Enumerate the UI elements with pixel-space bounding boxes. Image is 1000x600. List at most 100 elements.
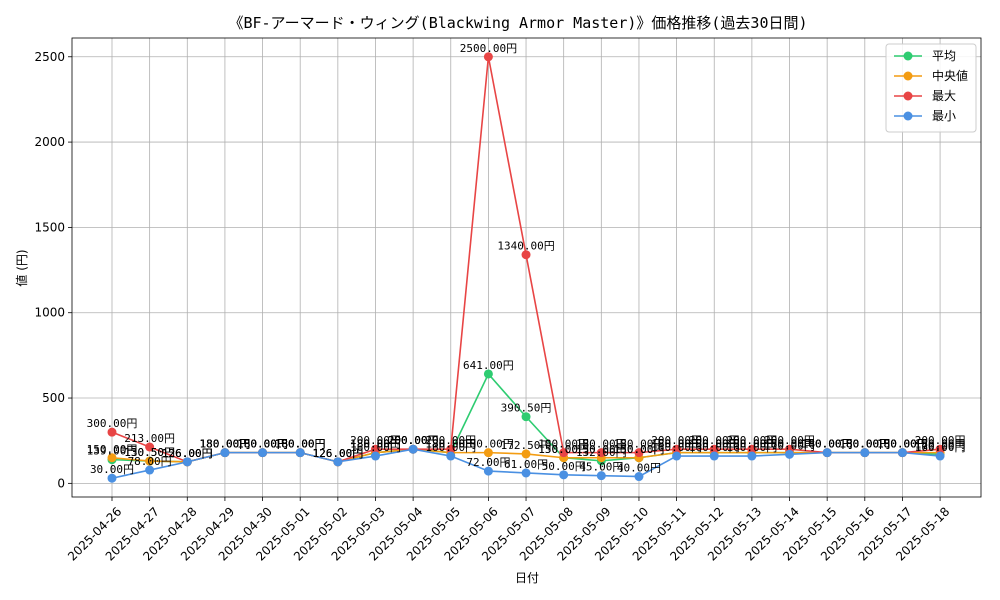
series-3-point (182, 457, 192, 467)
y-tick-label: 1500 (34, 220, 65, 234)
series-3-point (258, 448, 268, 458)
series-2-data-label: 200.00円 (388, 434, 439, 447)
chart-title: 《BF-アーマード・ウィング(Blackwing Armor Master)》価… (228, 14, 807, 32)
series-1-data-label: 180.00円 (425, 438, 476, 451)
series-2-point (446, 444, 456, 454)
legend-box (885, 43, 977, 133)
series-2-point (483, 52, 493, 62)
series-2-data-label: 300.00円 (87, 417, 138, 430)
tick-layer: 2025-04-262025-04-272025-04-282025-04-29… (34, 50, 952, 564)
series-3-point (295, 448, 305, 458)
series-3-data-label: 160.00円 (689, 441, 740, 454)
series-2-point (935, 444, 945, 454)
series-2-point (145, 442, 155, 452)
series-2-data-label: 200.00円 (425, 434, 476, 447)
series-1-data-label: 180.00円 (237, 438, 288, 451)
series-2-data-label: 200.00円 (727, 434, 778, 447)
series-0-data-label: 180.00円 (651, 438, 702, 451)
series-3-point (408, 444, 418, 454)
series-3-data-label: 160.00円 (425, 441, 476, 454)
series-2-data-label: 180.00円 (576, 438, 627, 451)
x-axis-label: 日付 (515, 571, 539, 585)
series-3-point (897, 448, 907, 458)
series-3-point (333, 457, 343, 467)
series-3-data-label: 61.00円 (504, 458, 548, 471)
series-3-point (220, 448, 230, 458)
series-3-data-label: 180.00円 (275, 438, 326, 451)
plot-frame (71, 37, 982, 498)
series-0-data-label: 200.00円 (388, 434, 439, 447)
series-0-point (521, 412, 531, 422)
series-3-data-label: 180.00円 (839, 438, 890, 451)
series-2-point (107, 427, 117, 437)
series-2-point (521, 250, 531, 260)
series-0-data-label: 139.00円 (87, 445, 138, 458)
series-1-data-label: 130.50円 (124, 446, 175, 459)
series-0-data-label: 180.00円 (877, 438, 928, 451)
series-0-data-label: 180.00円 (200, 438, 251, 451)
series-3-data-label: 72.00円 (466, 456, 510, 469)
series-0-data-label: 180.00円 (689, 438, 740, 451)
series-1-data-label: 180.00円 (877, 438, 928, 451)
legend-swatch-marker (903, 111, 913, 121)
series-3-point (596, 471, 606, 481)
series-3-point (672, 451, 682, 461)
series-3-data-label: 160.00円 (651, 441, 702, 454)
series-3-data-label: 180.00円 (802, 438, 853, 451)
series-2-point (370, 444, 380, 454)
series-1-data-label: 180.00円 (727, 438, 778, 451)
series-0-data-label: 132.00円 (576, 446, 627, 459)
series-2-data-label: 126.00円 (162, 447, 213, 460)
series-3-point (483, 466, 493, 476)
series-2-data-label: 180.00円 (200, 438, 251, 451)
series-2-point (634, 448, 644, 458)
series-1-data-label: 126.00円 (312, 447, 363, 460)
series-0-point (483, 369, 493, 379)
series-1-data-label: 150.00円 (614, 443, 665, 456)
legend-label: 中央値 (932, 68, 968, 83)
series-3-point (822, 448, 832, 458)
series-3-point (634, 472, 644, 482)
series-3-data-label: 40.00円 (617, 462, 661, 475)
series-2-point (672, 444, 682, 454)
y-tick-label: 0 (57, 476, 65, 490)
series-1-data-label: 150.00円 (87, 443, 138, 456)
y-tick-label: 2500 (34, 50, 65, 64)
series-0-data-label: 180.00円 (350, 438, 401, 451)
series-0-data-label: 180.00円 (275, 438, 326, 451)
series-0-data-label: 180.00円 (764, 438, 815, 451)
series-3-data-label: 180.00円 (237, 438, 288, 451)
series-0-data-label: 390.50円 (501, 402, 552, 415)
series-3-data-label: 180.00円 (200, 438, 251, 451)
legend-swatch-marker (903, 51, 913, 61)
series-3-point (785, 449, 795, 459)
series-2-point (709, 444, 719, 454)
series-1-point (107, 453, 117, 463)
legend-label: 最小 (932, 109, 956, 123)
series-1-data-label: 200.00円 (388, 434, 439, 447)
series-2-data-label: 200.00円 (651, 434, 702, 447)
series-1-point (521, 449, 531, 459)
y-tick-label: 500 (42, 391, 65, 405)
series-3-data-label: 180.00円 (877, 438, 928, 451)
series-3-data-label: 78.00円 (128, 455, 172, 468)
series-1-data-label: 180.00円 (350, 438, 401, 451)
y-axis-label: 値 (円) (14, 249, 29, 286)
series-3-data-label: 30.00円 (90, 463, 134, 476)
legend-label: 最大 (932, 89, 956, 103)
series-2-data-label: 180.00円 (877, 438, 928, 451)
series-3-point (860, 448, 870, 458)
series-2-data-label: 213.00円 (124, 432, 175, 445)
series-3-point (559, 470, 569, 480)
grid-layer (72, 38, 981, 497)
series-0-data-label: 126.00円 (162, 447, 213, 460)
series-3-point (709, 451, 719, 461)
series-2-data-label: 180.00円 (802, 438, 853, 451)
series-3-point (107, 473, 117, 483)
series-2-point (559, 448, 569, 458)
series-0-data-label: 180.00円 (839, 438, 890, 451)
series-0-data-label: 170.00円 (915, 439, 966, 452)
series-3-data-label: 126.00円 (162, 447, 213, 460)
series-1-data-label: 180.00円 (651, 438, 702, 451)
